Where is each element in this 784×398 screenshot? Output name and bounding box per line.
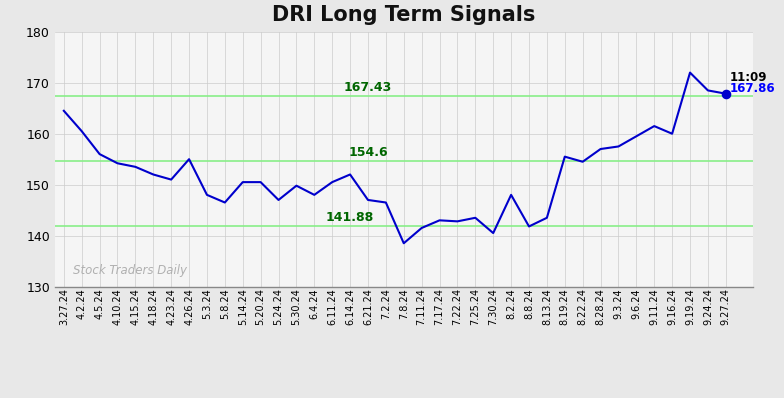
Text: 11:09: 11:09	[729, 71, 767, 84]
Text: 154.6: 154.6	[348, 146, 388, 159]
Point	[720, 90, 732, 97]
Text: 167.86: 167.86	[729, 82, 775, 95]
Text: 141.88: 141.88	[326, 211, 374, 224]
Text: Stock Traders Daily: Stock Traders Daily	[73, 264, 187, 277]
Text: 167.43: 167.43	[344, 81, 392, 94]
Title: DRI Long Term Signals: DRI Long Term Signals	[272, 5, 535, 25]
